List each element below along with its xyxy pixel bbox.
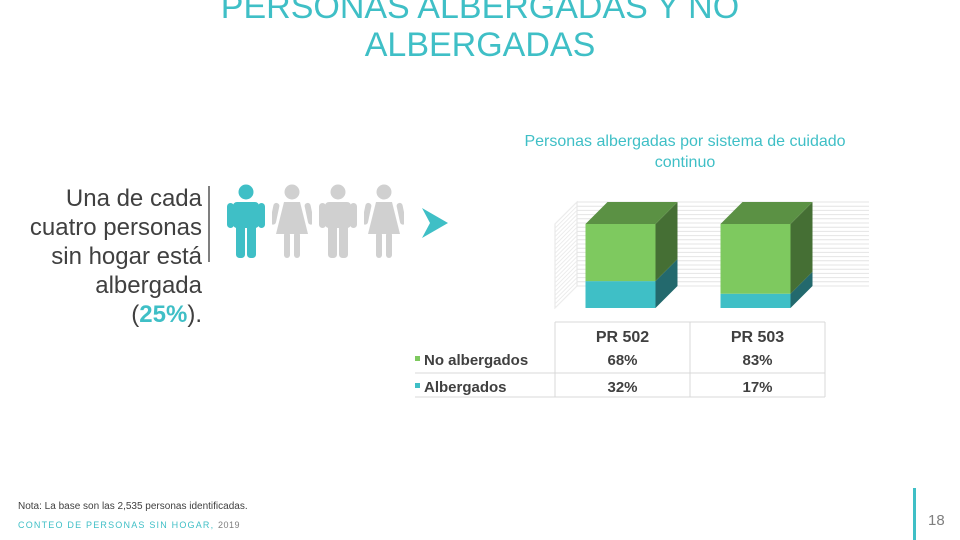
bar-top-1 <box>720 202 813 224</box>
gridline-side <box>554 218 578 242</box>
summary-statement: Una de cada cuatro personas sin hogar es… <box>20 184 202 329</box>
person-male-icon <box>227 184 265 258</box>
person-male-icon <box>319 184 357 258</box>
gridline-side <box>554 201 578 225</box>
legend-label: Albergados <box>424 379 507 396</box>
footer-source: CONTEO DE PERSONAS SIN HOGAR, 2019 <box>18 520 240 530</box>
data-label: 83% <box>742 352 772 369</box>
chart-bars <box>585 202 813 308</box>
gridline-side <box>554 268 578 292</box>
page-number-rule <box>913 488 916 540</box>
category-label: PR 503 <box>731 329 784 346</box>
legend-swatch <box>415 383 420 388</box>
bar-segment-no-albergados-1 <box>720 224 791 294</box>
bar-top-0 <box>585 202 678 224</box>
summary-percentage: 25% <box>139 301 188 328</box>
gridline-side <box>554 243 578 267</box>
data-label: 17% <box>742 379 772 396</box>
chevron-right-icon <box>422 208 448 238</box>
gridline-side <box>554 285 578 309</box>
gridline-side <box>554 231 578 254</box>
gridline-side <box>554 256 578 279</box>
summary-text: Una de cada cuatro personas sin hogar es… <box>29 185 202 299</box>
chart-title: Personas albergadas por sistema de cuida… <box>524 133 846 171</box>
bar-side-albergados-1 <box>790 271 813 308</box>
data-label: 32% <box>607 379 637 396</box>
bar-side-no-albergados-1 <box>790 202 813 294</box>
gridline-side <box>554 281 578 305</box>
gridline-side <box>554 210 578 233</box>
person-female-icon <box>364 184 404 258</box>
bar-side-albergados-0 <box>655 259 678 308</box>
footnote: Nota: La base son las 2,535 personas ide… <box>18 501 248 512</box>
gridline-side <box>554 222 578 246</box>
page-number: 18 <box>928 512 945 529</box>
bar-side-no-albergados-0 <box>655 202 678 282</box>
footer-year: 2019 <box>218 520 241 530</box>
legend-label: No albergados <box>424 352 528 369</box>
gridline-side <box>554 214 578 237</box>
gridline-side <box>554 205 578 229</box>
person-female-icon <box>272 184 312 258</box>
data-label: 68% <box>607 352 637 369</box>
category-label: PR 502 <box>596 329 649 346</box>
summary-open-paren: ( <box>131 301 140 328</box>
stacked-bar-chart: PR 502 PR 503 No albergados 68% 83% Albergado… <box>415 200 869 398</box>
bar-segment-albergados-0 <box>585 281 656 308</box>
gridline-side <box>554 277 578 300</box>
gridline-side <box>554 226 578 250</box>
gridline-side <box>554 239 578 263</box>
chart-data-table: PR 502 PR 503 No albergados 68% 83% Albergado… <box>415 321 826 398</box>
footer-label: CONTEO DE PERSONAS SIN HOGAR, <box>18 520 215 530</box>
gridline-side <box>554 260 578 284</box>
bar-segment-no-albergados-0 <box>585 224 656 282</box>
gridline-side <box>554 273 578 296</box>
summary-close-paren: ). <box>187 301 202 328</box>
gridline-side <box>554 264 578 288</box>
page-title: PERSONAS ALBERGADAS Y NO ALBERGADAS <box>220 0 740 64</box>
bar-segment-albergados-1 <box>720 293 791 308</box>
gridline-side <box>554 252 578 275</box>
legend-swatch <box>415 356 420 361</box>
divider <box>208 186 210 262</box>
gridline-side <box>554 247 578 271</box>
gridline-side <box>554 235 578 258</box>
